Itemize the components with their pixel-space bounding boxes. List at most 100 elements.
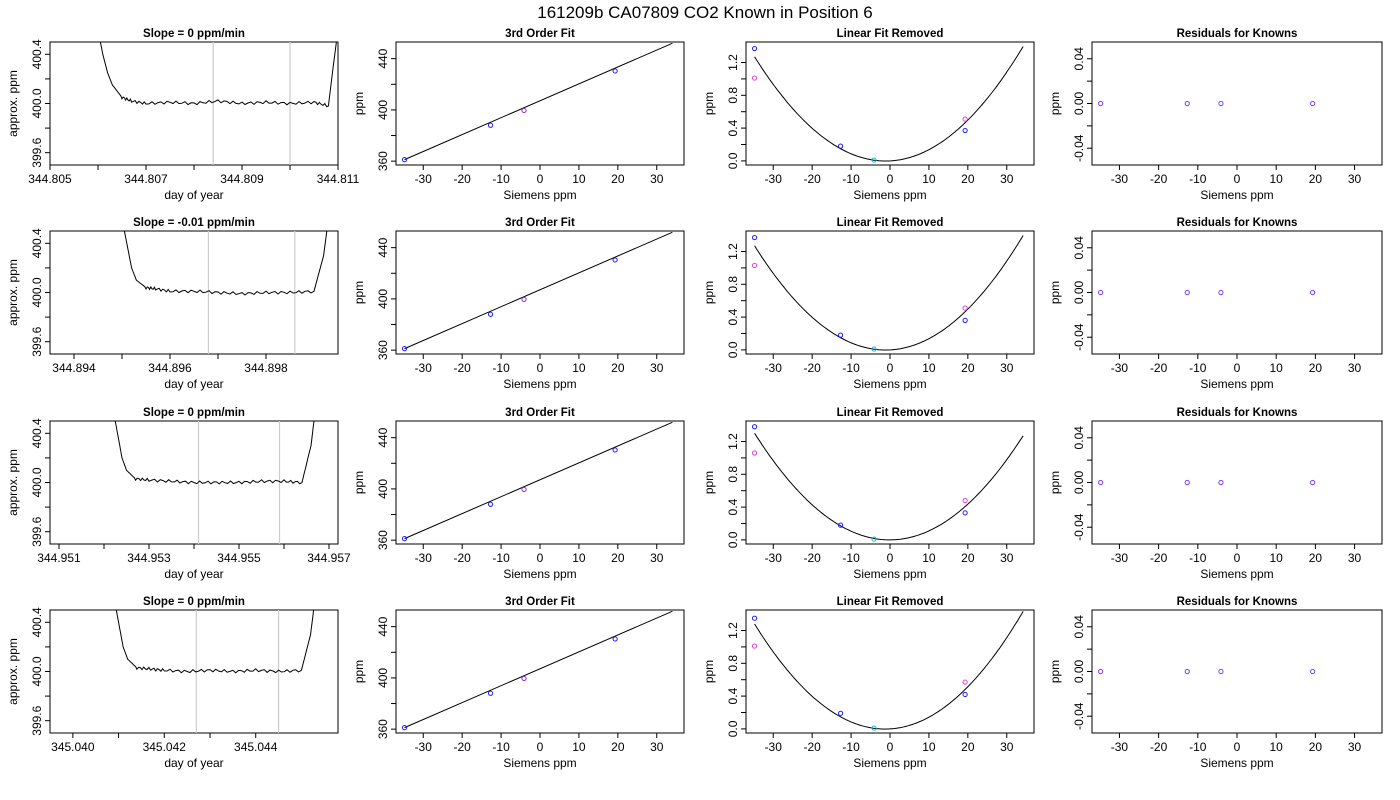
y-tick-label: 0.00 [1072,470,1086,494]
x-tick-label: -20 [803,740,821,754]
x-axis-label: Siemens ppm [1200,377,1273,391]
x-tick-label: -10 [842,172,860,186]
x-tick-label: -10 [842,551,860,565]
x-tick-label: -30 [765,172,783,186]
y-tick-label: 0.4 [726,119,740,136]
x-tick-label: -30 [1111,551,1129,565]
y-tick-label: 0.4 [726,308,740,325]
y-tick-label: 440 [376,616,390,636]
data-point [1218,479,1224,486]
fit-line [404,421,673,540]
x-tick-label: -20 [1150,551,1168,565]
y-tick-label: 360 [376,340,390,360]
x-tick-label: 20 [961,361,975,375]
data-point [1218,100,1224,107]
plot-frame [395,41,685,166]
x-axis-label: Siemens ppm [1200,188,1273,202]
x-tick-label: -10 [492,551,510,565]
x-tick-label: 20 [611,740,625,754]
y-tick-label: 0.04 [1072,615,1086,639]
y-tick-label: 400.0 [30,277,44,307]
data-point [837,143,844,149]
data-point [612,447,618,453]
panel-1-2: Linear Fit Removed Siemens ppm ppm -30 -20 -1… [702,217,1035,391]
data-point [751,450,758,456]
x-tick-label: 344.894 [52,361,96,375]
x-tick-label: 0 [887,172,894,186]
x-tick-label: 0 [537,361,544,375]
data-point [751,234,758,241]
data-point [751,643,758,649]
panel-3-1: 3rd Order Fit Siemens ppm ppm -30 -20 -10 0 10 2… [352,596,685,770]
plot-frame [1091,609,1383,734]
figure-title: 161209b CA07809 CO2 Known in Position 6 [537,3,873,22]
data-point [837,710,844,716]
x-tick-label: -10 [492,740,510,754]
x-tick-label: 30 [1348,740,1362,754]
data-point [962,116,968,122]
x-tick-label: 30 [1000,361,1014,375]
y-axis-label: approx. ppm [6,259,20,326]
y-tick-label: 400.4 [30,607,44,637]
x-tick-label: -30 [1111,361,1129,375]
panel-title: Slope = 0 ppm/min [143,407,245,419]
x-tick-label: 20 [611,172,625,186]
plot-frame [49,609,339,734]
x-tick-label: -30 [415,172,433,186]
fit-curve [754,235,1024,351]
y-tick-label: 360 [376,151,390,171]
x-axis-label: day of year [164,377,223,391]
x-tick-label: 20 [961,740,975,754]
x-tick-label: 0 [1234,172,1241,186]
x-tick-label: -10 [842,361,860,375]
y-tick-label: 0.04 [1072,47,1086,71]
x-tick-label: 344.951 [37,551,81,565]
y-tick-label: 440 [376,427,390,447]
x-tick-label: 10 [1270,551,1284,565]
y-tick-label: 360 [376,719,390,739]
data-point [962,691,968,698]
y-axis-label: ppm [702,471,716,494]
panel-title: 3rd Order Fit [505,217,575,229]
panel-title: Residuals for Knowns [1177,596,1298,608]
x-tick-label: 20 [961,172,975,186]
x-tick-label: 0 [537,551,544,565]
y-tick-label: 0.04 [1072,426,1086,450]
y-axis-label: ppm [352,660,366,683]
y-axis-label: ppm [1048,92,1062,115]
panel-3-0: Slope = 0 ppm/min day of year approx. ppm 3… [6,596,339,770]
data-point [962,510,968,516]
panel-2-0: Slope = 0 ppm/min day of year approx. ppm 3… [6,407,351,581]
x-tick-label: 344.807 [124,172,168,186]
y-tick-label: 399.6 [30,705,44,735]
panel-1-1: 3rd Order Fit Siemens ppm ppm -30 -20 -10 0 10 2… [352,217,685,391]
y-axis-label: ppm [1048,281,1062,304]
plot-area [114,421,315,544]
plot-area [123,231,328,354]
data-point [1184,289,1190,296]
plot-area [99,42,337,165]
data-point [962,679,968,685]
x-tick-label: -10 [1189,740,1207,754]
data-point [751,424,758,430]
y-tick-label: 440 [376,48,390,68]
x-tick-label: 30 [1348,361,1362,375]
fit-line [404,231,673,350]
x-axis-label: Siemens ppm [853,188,926,202]
x-axis-label: day of year [164,188,223,202]
y-tick-label: 360 [376,530,390,550]
plot-frame [745,420,1035,545]
y-tick-label: 400 [376,479,390,499]
plot-area [1098,100,1316,107]
data-point [837,522,844,528]
x-tick-label: 30 [650,172,664,186]
panel-3-2: Linear Fit Removed Siemens ppm ppm -30 -20 -1… [702,596,1035,770]
series-line [114,421,315,485]
x-tick-label: 10 [572,551,586,565]
y-tick-label: 0.00 [1072,659,1086,683]
y-axis-label: ppm [352,471,366,494]
x-tick-label: 10 [922,172,936,186]
panel-title: Linear Fit Removed [837,217,944,229]
y-tick-label: 0.0 [726,720,740,737]
x-axis-label: day of year [164,567,223,581]
